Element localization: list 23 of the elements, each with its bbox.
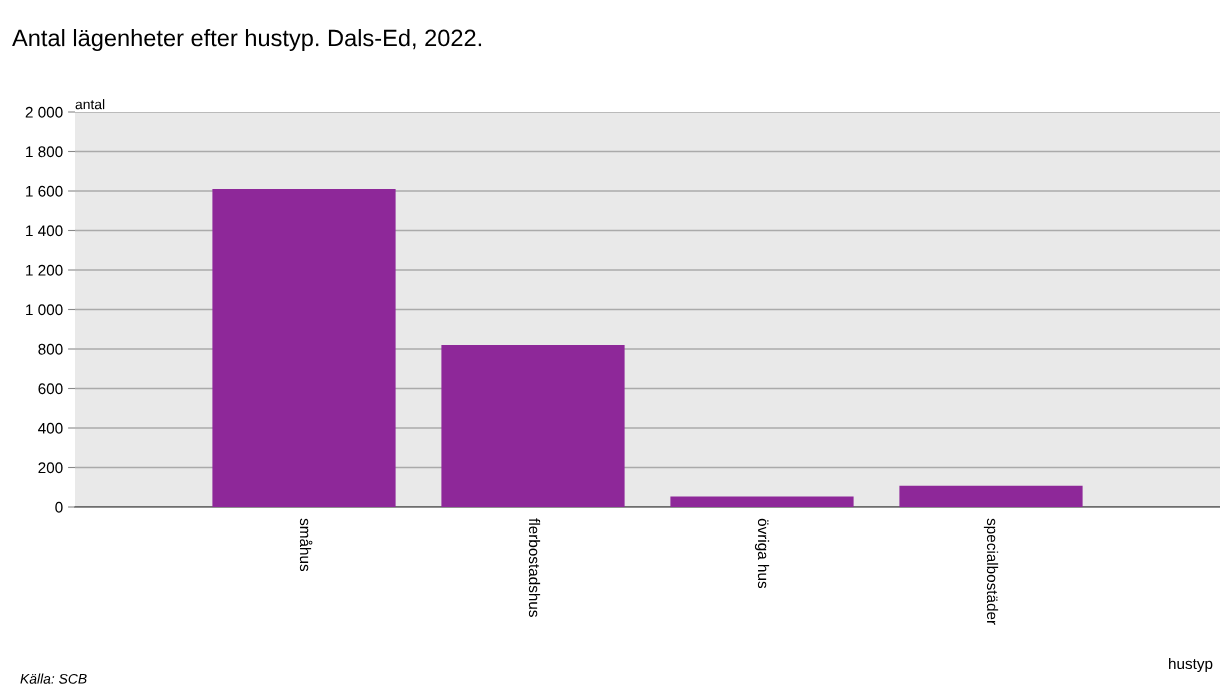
y-tick-label: 800	[38, 343, 63, 355]
y-axis-title: antal	[75, 99, 105, 110]
text: Källa: SCB	[20, 673, 87, 684]
y-tick-label: 200	[38, 462, 63, 474]
y-tick-label: 1 400	[26, 225, 63, 237]
y-tick-label: 2 000	[25, 106, 63, 118]
bar	[670, 496, 854, 507]
x-tick-label: övriga hus	[754, 518, 770, 589]
y-tick-label: 600	[38, 383, 63, 395]
y-tick-label: 400	[38, 422, 63, 434]
bar	[212, 189, 396, 507]
x-tick-label: flerbostadshus	[528, 518, 541, 617]
y-tick-label: 1 800	[26, 146, 63, 158]
bar	[441, 345, 625, 507]
y-tick-label: 0	[55, 501, 63, 513]
y-tick-label: 1 600	[26, 185, 63, 197]
x-tick-label: specialbostäder	[983, 518, 999, 625]
x-tick-label: småhus	[299, 518, 313, 572]
y-tick-label: 1 200	[26, 264, 63, 276]
x-axis-title: hustyp	[1169, 657, 1213, 673]
bar	[899, 485, 1083, 507]
chart-title: Antal lägenheter efter hustyp. Dals-Ed, 2022.	[12, 29, 482, 52]
y-tick-label: 1 000	[26, 304, 63, 316]
